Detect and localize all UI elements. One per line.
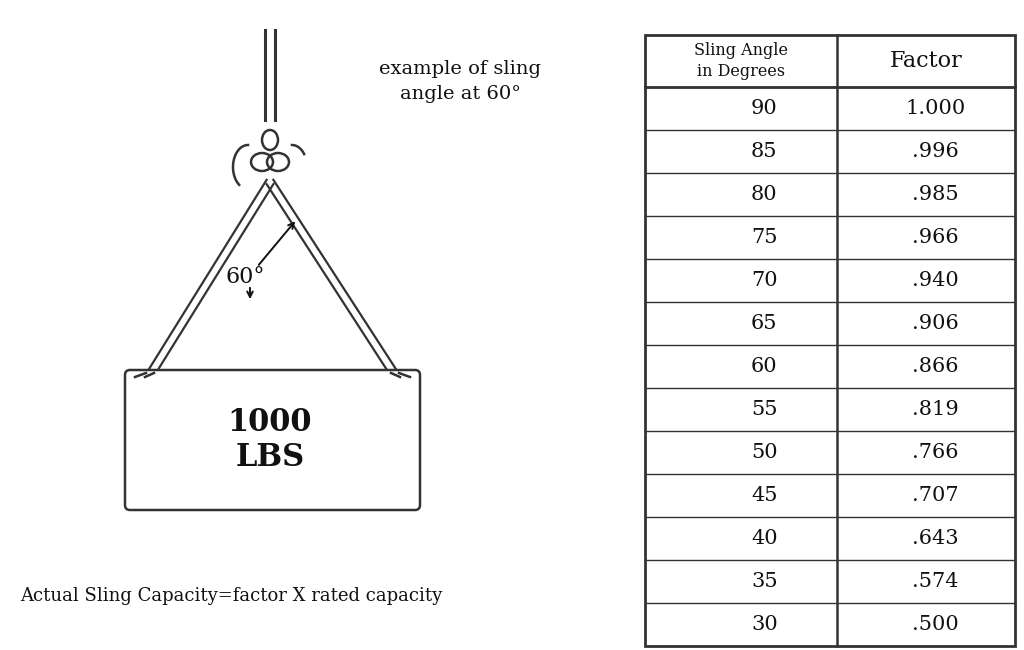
Text: 80: 80 bbox=[751, 185, 777, 204]
Text: 70: 70 bbox=[751, 271, 777, 290]
Text: 50: 50 bbox=[751, 443, 777, 462]
Text: Sling Angle
in Degrees: Sling Angle in Degrees bbox=[694, 42, 788, 80]
FancyBboxPatch shape bbox=[125, 370, 420, 510]
Text: .766: .766 bbox=[911, 443, 958, 462]
Text: .819: .819 bbox=[911, 400, 958, 419]
Text: .906: .906 bbox=[911, 314, 958, 333]
Text: 90: 90 bbox=[751, 99, 777, 118]
Text: 60°: 60° bbox=[225, 266, 265, 288]
Text: .985: .985 bbox=[911, 185, 958, 204]
Text: Actual Sling Capacity=factor X rated capacity: Actual Sling Capacity=factor X rated cap… bbox=[20, 587, 442, 605]
Text: example of sling
angle at 60°: example of sling angle at 60° bbox=[379, 60, 541, 103]
Text: 1000
LBS: 1000 LBS bbox=[227, 407, 312, 473]
Text: Factor: Factor bbox=[890, 50, 963, 72]
Text: 40: 40 bbox=[751, 529, 777, 548]
Text: 55: 55 bbox=[751, 400, 777, 419]
Text: 35: 35 bbox=[751, 572, 777, 591]
Text: .574: .574 bbox=[911, 572, 958, 591]
Text: 60: 60 bbox=[751, 357, 777, 376]
Text: 75: 75 bbox=[751, 228, 777, 247]
Text: 1.000: 1.000 bbox=[905, 99, 966, 118]
Text: 85: 85 bbox=[751, 142, 777, 161]
Text: .996: .996 bbox=[911, 142, 958, 161]
Text: .940: .940 bbox=[911, 271, 958, 290]
Text: 65: 65 bbox=[751, 314, 777, 333]
Text: .966: .966 bbox=[911, 228, 958, 247]
Bar bbox=[645, 35, 1015, 646]
Text: 30: 30 bbox=[751, 615, 777, 634]
Text: .866: .866 bbox=[911, 357, 958, 376]
Text: .500: .500 bbox=[911, 615, 958, 634]
Text: .707: .707 bbox=[911, 486, 958, 505]
Text: 45: 45 bbox=[751, 486, 777, 505]
Text: .643: .643 bbox=[911, 529, 958, 548]
